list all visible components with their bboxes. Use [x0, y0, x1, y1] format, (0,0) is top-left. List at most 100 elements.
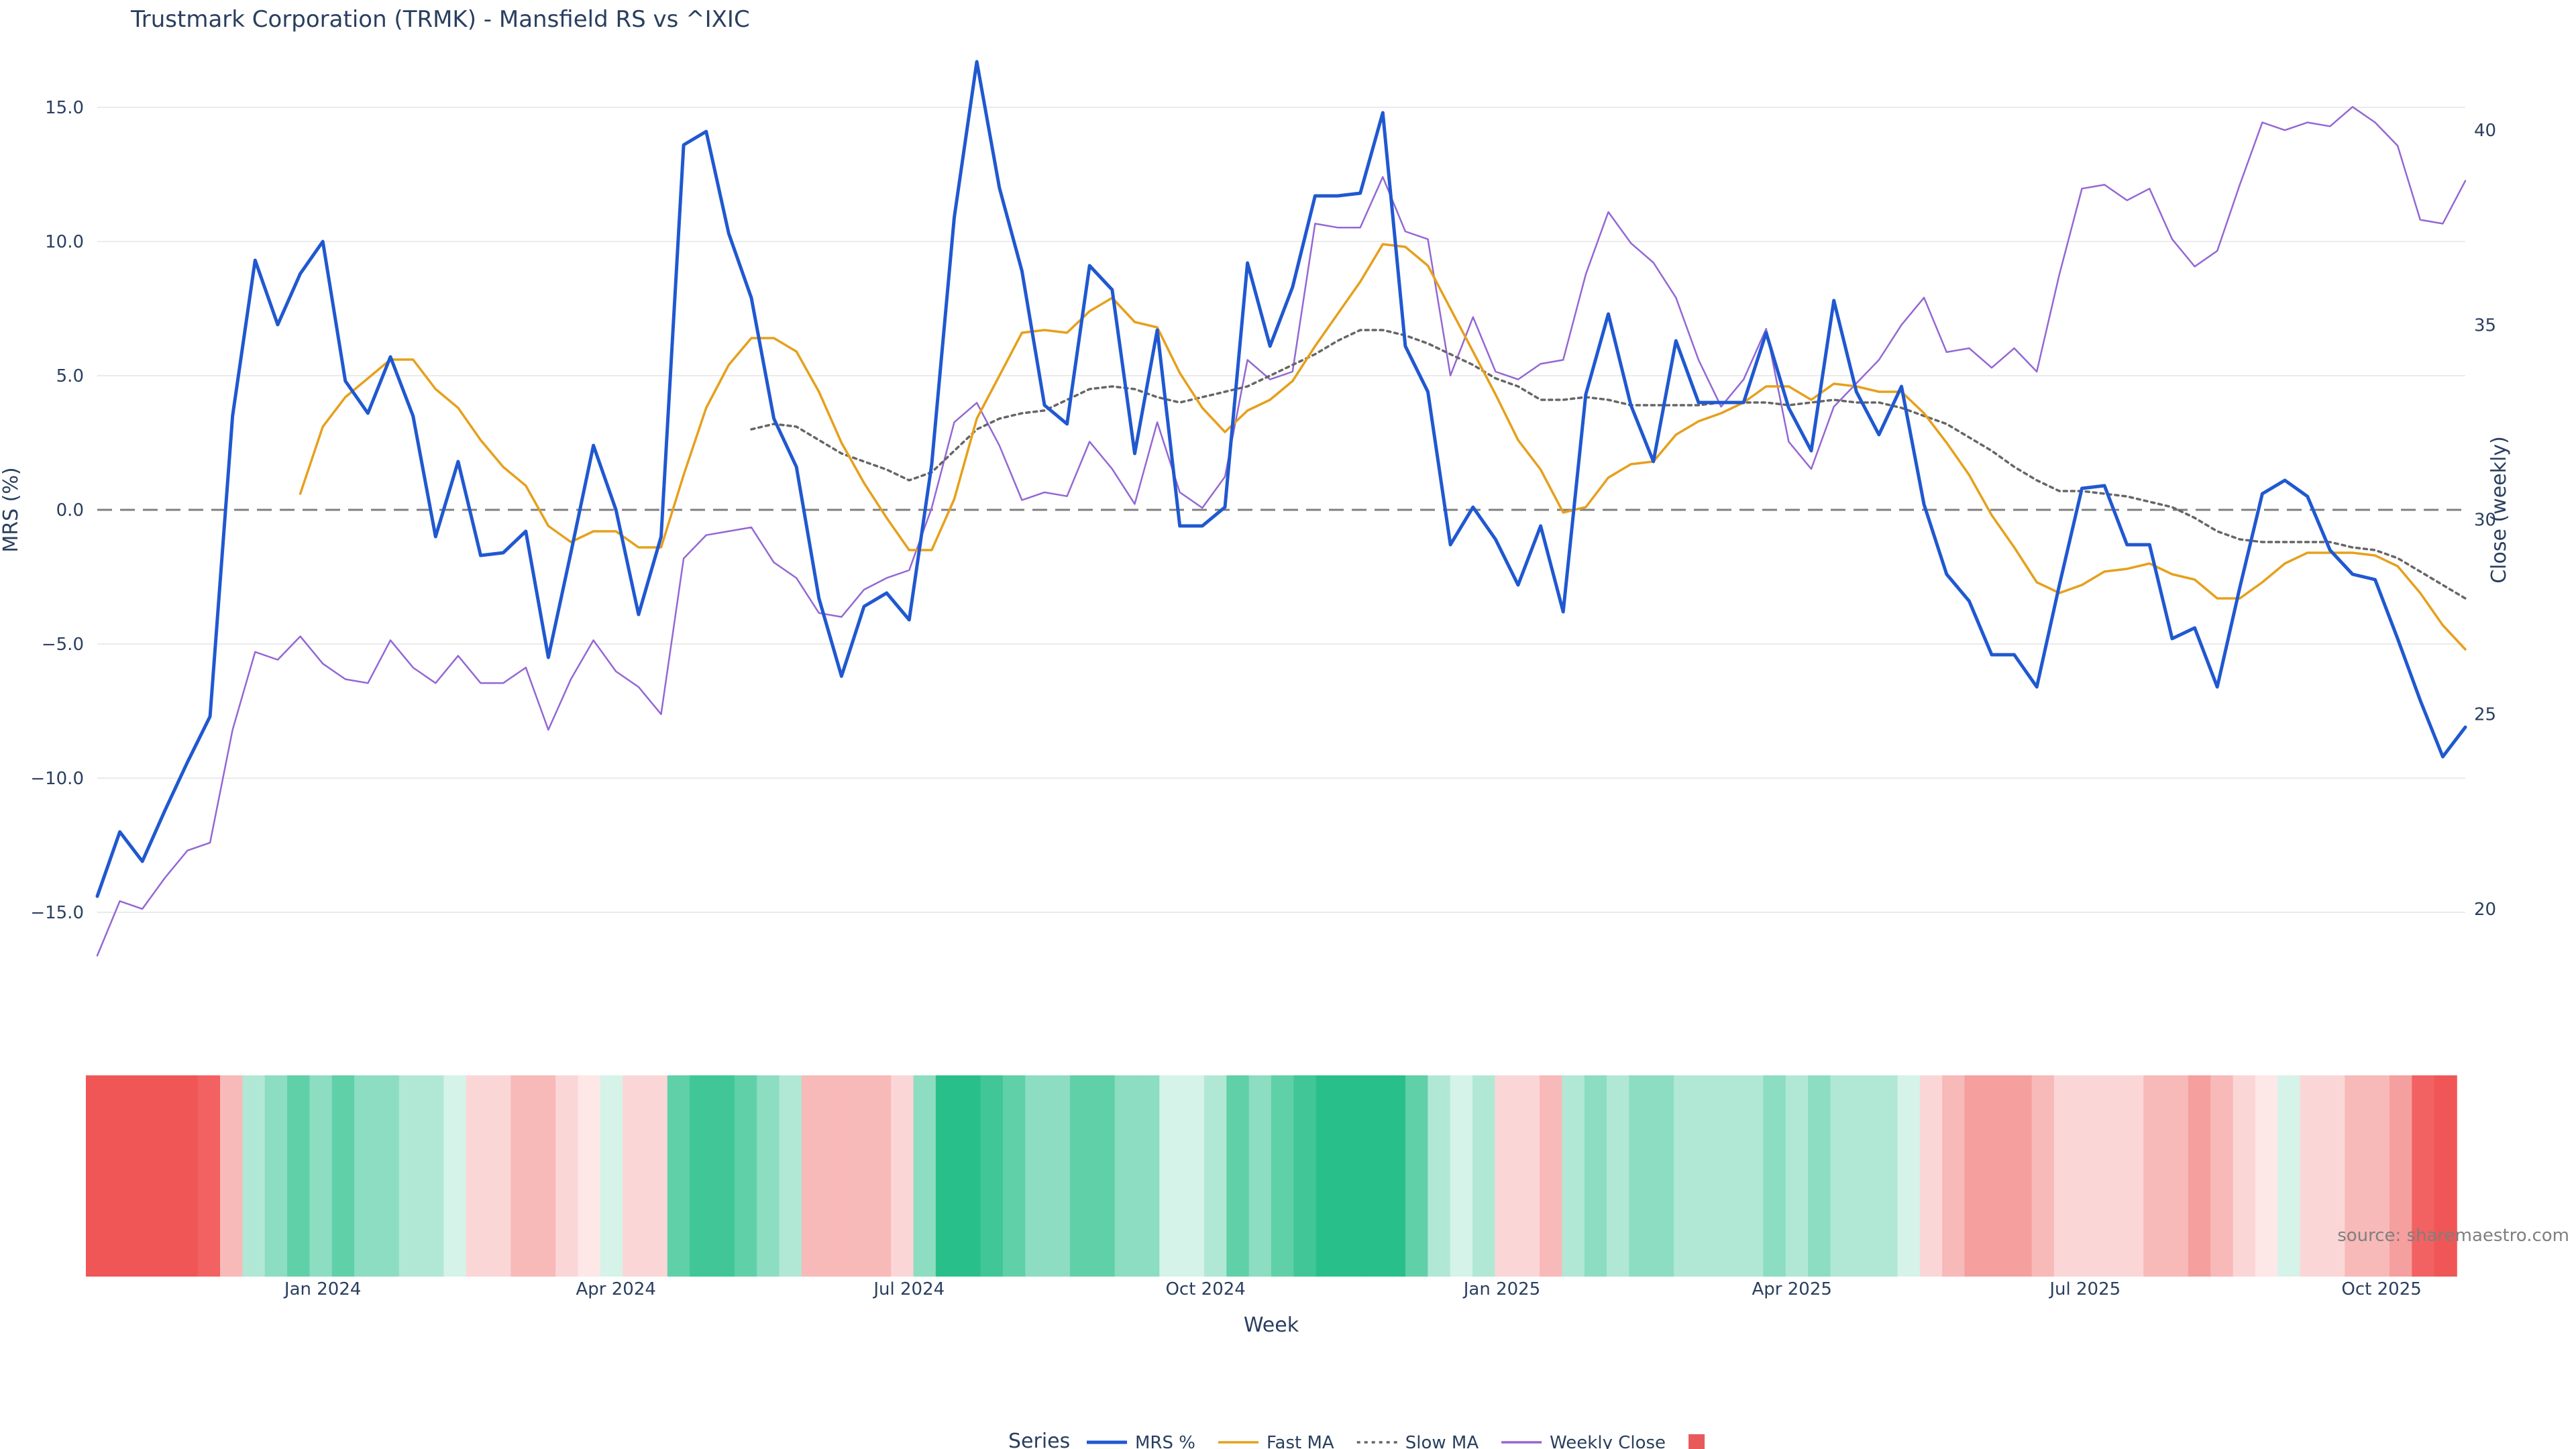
heat-strip-cell — [1271, 1075, 1295, 1277]
heat-strip-cell — [1383, 1075, 1406, 1277]
x-tick-label: Jan 2024 — [283, 1279, 362, 1299]
heat-strip-cell — [1651, 1075, 1674, 1277]
heat-strip-cell — [1875, 1075, 1898, 1277]
heat-strip-cell — [1897, 1075, 1921, 1277]
x-axis-ticks: Jan 2024 Apr 2024 Jul 2024 Oct 2024 Jan 2025… — [283, 1279, 2422, 1299]
heat-strip-cell — [623, 1075, 646, 1277]
heat-strip-cell — [2277, 1075, 2301, 1277]
heat-strip-cell — [1629, 1075, 1652, 1277]
heat-strip-cell — [2165, 1075, 2189, 1277]
heat-strip-cell — [801, 1075, 825, 1277]
heat-strip-cell — [2009, 1075, 2033, 1277]
heat-strip-cell — [667, 1075, 690, 1277]
heat-strip-cell — [712, 1075, 735, 1277]
heat-strip-cell — [2367, 1075, 2390, 1277]
chart-title: Trustmark Corporation (TRMK) - Mansfield… — [130, 6, 750, 33]
x-tick-label: Oct 2025 — [2341, 1279, 2421, 1299]
heat-strip-cell — [734, 1075, 757, 1277]
left-tick-label: −5.0 — [42, 635, 84, 655]
right-tick-label: 25 — [2474, 705, 2496, 725]
heat-strip-cell — [2143, 1075, 2167, 1277]
heat-strip-cell — [690, 1075, 713, 1277]
heat-strip-cell — [197, 1075, 221, 1277]
x-tick-label: Apr 2025 — [1752, 1279, 1832, 1299]
x-tick-label: Jul 2024 — [872, 1279, 945, 1299]
x-tick-label: Jul 2025 — [2048, 1279, 2121, 1299]
heat-strip-cell — [1360, 1075, 1384, 1277]
legend: Series MRS % Fast MA Slow MA Weekly Close — [1008, 1430, 1705, 1449]
heat-strip-cell — [1450, 1075, 1473, 1277]
heat-strip-cell — [1405, 1075, 1429, 1277]
heat-strip-cell — [1226, 1075, 1250, 1277]
heat-strip-cell — [1540, 1075, 1563, 1277]
heat-strip-cell — [309, 1075, 333, 1277]
left-axis-title: MRS (%) — [0, 467, 23, 552]
heat-strip-cell — [86, 1075, 109, 1277]
series-weekly-close — [96, 106, 2467, 957]
left-axis-ticks: −15.0 −10.0 −5.0 0.0 5.0 10.0 15.0 — [30, 98, 84, 923]
left-tick-label: −15.0 — [30, 903, 84, 923]
heat-strip-cell — [2322, 1075, 2346, 1277]
heat-strip-cell — [2188, 1075, 2212, 1277]
heat-strip-cell — [421, 1075, 445, 1277]
heat-strip-cell — [1808, 1075, 1831, 1277]
heat-strip-cell — [533, 1075, 556, 1277]
heat-strip-cell — [1562, 1075, 1585, 1277]
heat-strip-cell — [1428, 1075, 1451, 1277]
heat-strip-cell — [1852, 1075, 1876, 1277]
heat-strip-cell — [980, 1075, 1004, 1277]
heat-strip-cell — [1696, 1075, 1719, 1277]
right-tick-label: 20 — [2474, 900, 2496, 920]
left-tick-label: −10.0 — [30, 769, 84, 789]
right-tick-label: 35 — [2474, 315, 2496, 335]
heat-strip-cell — [958, 1075, 981, 1277]
heat-strip-cell — [220, 1075, 244, 1277]
heat-strip-cell — [824, 1075, 847, 1277]
series-lines — [95, 60, 2467, 957]
heat-strip-cell — [153, 1075, 176, 1277]
heat-strip-cell — [443, 1075, 467, 1277]
heat-strip-cell — [175, 1075, 199, 1277]
heat-strip-cell — [1741, 1075, 1764, 1277]
heat-strip-cell — [1763, 1075, 1786, 1277]
legend-item-label: Fast MA — [1267, 1433, 1334, 1449]
x-axis-title: Week — [1244, 1313, 1299, 1337]
heat-strip-cell — [1785, 1075, 1809, 1277]
heat-strip-cell — [511, 1075, 534, 1277]
heat-strip-cell — [1293, 1075, 1317, 1277]
series-slow-ma — [750, 329, 2467, 600]
right-tick-label: 30 — [2474, 511, 2496, 531]
heat-strip-cell — [1495, 1075, 1518, 1277]
left-tick-label: 5.0 — [56, 366, 84, 386]
heat-strip-cell — [1114, 1075, 1138, 1277]
heat-strip-cell — [1181, 1075, 1205, 1277]
heat-strip-cell — [130, 1075, 154, 1277]
heat-strip-cell — [1047, 1075, 1071, 1277]
legend-item-label: Slow MA — [1405, 1433, 1479, 1449]
heat-strip-cell — [1248, 1075, 1272, 1277]
heat-strip-cell — [331, 1075, 355, 1277]
heat-strip-cell — [2412, 1075, 2435, 1277]
legend-item-label: MRS % — [1135, 1433, 1195, 1449]
heat-strip-cell — [1718, 1075, 1741, 1277]
legend-swatch-strip — [1688, 1434, 1705, 1449]
heat-strip-cell — [1069, 1075, 1093, 1277]
heat-strip-cell — [555, 1075, 579, 1277]
legend-item-label: Weekly Close — [1550, 1433, 1666, 1449]
left-tick-label: 10.0 — [45, 232, 84, 252]
heat-strip-cell — [868, 1075, 892, 1277]
heat-strip-cell — [913, 1075, 936, 1277]
heat-strip-cell — [264, 1075, 288, 1277]
left-tick-label: 0.0 — [56, 500, 84, 521]
heat-strip-cell — [1002, 1075, 1026, 1277]
heat-strip-cell — [2031, 1075, 2055, 1277]
heat-strip-cell — [891, 1075, 914, 1277]
heat-strip-cell — [645, 1075, 668, 1277]
heat-strip-cell — [600, 1075, 623, 1277]
grid-lines — [97, 107, 2465, 913]
heat-strip-cell — [2434, 1075, 2457, 1277]
heat-strip-cell — [2300, 1075, 2323, 1277]
mrs-heat-strip — [86, 1075, 2457, 1277]
heat-strip-cell — [757, 1075, 780, 1277]
heat-strip-cell — [2255, 1075, 2279, 1277]
